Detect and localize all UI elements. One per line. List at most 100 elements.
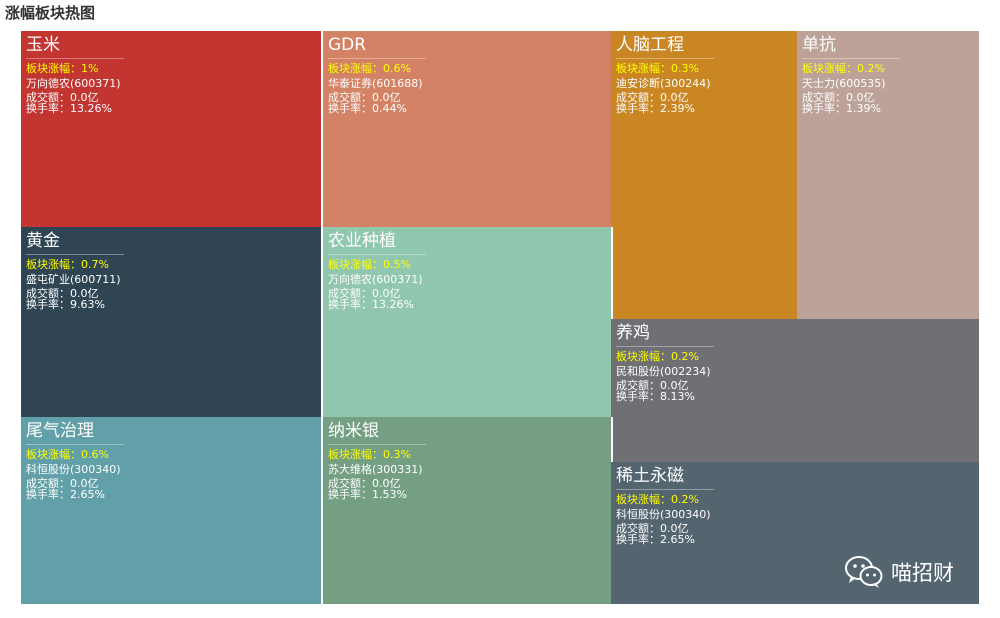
treemap-tile[interactable]: 单抗板块涨幅：0.2% 天士力(600535) 成交额：0.0亿 换手率：1.39% <box>797 31 981 321</box>
volume-label: 成交额： <box>802 91 846 104</box>
treemap-tile[interactable]: 农业种植板块涨幅：0.5% 万向德农(600371) 成交额：0.0亿 换手率：13.… <box>323 227 613 419</box>
leading-stock: 民和股份(002234) <box>616 365 711 378</box>
treemap-tile[interactable]: 纳米银板块涨幅：0.3% 苏大维格(300331) 成交额：0.0亿 换手率：1.53… <box>323 417 613 606</box>
sector-name: 玉米 <box>26 35 60 55</box>
volume-label: 成交额： <box>328 91 372 104</box>
sector-name: 人脑工程 <box>616 35 684 55</box>
volume-label: 成交额： <box>616 379 660 392</box>
volume-row: 成交额：0.0亿 <box>328 92 423 103</box>
volume-value: 0.0亿 <box>660 379 689 392</box>
volume-label: 成交额： <box>328 287 372 300</box>
turnover-row: 换手率：2.65% <box>26 489 121 500</box>
change-label: 板块涨幅： <box>328 258 383 271</box>
turnover-label: 换手率： <box>26 298 70 311</box>
volume-row: 成交额：0.0亿 <box>26 288 121 299</box>
treemap-tile[interactable]: 玉米 板块涨幅：1% 万向德农(600371) 成交额：0.0亿 换手率：13.26% <box>21 31 323 229</box>
divider <box>328 444 426 445</box>
treemap-tile[interactable]: 人脑工程 板块涨幅：0.3% 迪安诊断(300244) 成交额：0.0亿 换手率：2.3… <box>611 31 799 321</box>
turnover-row: 换手率：1.53% <box>328 489 423 500</box>
divider <box>802 58 900 59</box>
change-value: 0.2% <box>857 62 885 75</box>
change-label: 板块涨幅： <box>616 350 671 363</box>
sector-info: 板块涨幅：0.7% 盛屯矿业(600711) 成交额：0.0亿 换手率：9.63% <box>26 258 121 310</box>
volume-row: 成交额：0.0亿 <box>26 92 121 103</box>
leading-stock: 万向德农(600371) <box>328 273 423 286</box>
volume-label: 成交额： <box>328 477 372 490</box>
sector-change: 板块涨幅：0.3% <box>328 448 423 461</box>
turnover-label: 换手率： <box>26 488 70 501</box>
sector-name: 尾气治理 <box>26 421 94 441</box>
turnover-row: 换手率：9.63% <box>26 299 121 310</box>
change-label: 板块涨幅： <box>26 448 81 461</box>
sector-change: 板块涨幅：0.2% <box>616 493 711 506</box>
leading-stock: 苏大维格(300331) <box>328 463 423 476</box>
sector-info: 板块涨幅：1% 万向德农(600371) 成交额：0.0亿 换手率：13.26% <box>26 62 121 114</box>
turnover-row: 换手率：2.39% <box>616 103 711 114</box>
divider <box>616 489 714 490</box>
sector-change: 板块涨幅：0.7% <box>26 258 121 271</box>
turnover-row: 换手率：13.26% <box>26 103 121 114</box>
sector-name: 农业种植 <box>328 231 396 251</box>
volume-value: 0.0亿 <box>372 477 401 490</box>
change-value: 0.2% <box>671 493 699 506</box>
volume-value: 0.0亿 <box>70 91 99 104</box>
turnover-value: 13.26% <box>70 102 112 115</box>
volume-value: 0.0亿 <box>660 91 689 104</box>
sector-info: 板块涨幅：0.2% 天士力(600535) 成交额：0.0亿 换手率：1.39% <box>802 62 886 114</box>
treemap-tile[interactable]: 黄金板块涨幅：0.7% 盛屯矿业(600711) 成交额：0.0亿 换手率：9.63% <box>21 227 323 419</box>
volume-label: 成交额： <box>616 522 660 535</box>
sector-change: 板块涨幅：0.6% <box>328 62 423 75</box>
turnover-value: 8.13% <box>660 390 695 403</box>
turnover-value: 1.39% <box>846 102 881 115</box>
sector-info: 板块涨幅：0.2% 科恒股份(300340) 成交额：0.0亿 换手率：2.65% <box>616 493 711 545</box>
treemap-tile[interactable]: GDR 板块涨幅：0.6% 华泰证券(601688) 成交额：0.0亿 换手率：0.44… <box>323 31 613 229</box>
change-label: 板块涨幅： <box>328 62 383 75</box>
volume-value: 0.0亿 <box>70 287 99 300</box>
volume-label: 成交额： <box>616 91 660 104</box>
change-value: 0.5% <box>383 258 411 271</box>
divider <box>328 254 426 255</box>
turnover-label: 换手率： <box>26 102 70 115</box>
page-title: 涨幅板块热图 <box>5 4 96 22</box>
watermark: 喵招财 <box>845 552 954 592</box>
sector-change: 板块涨幅：0.6% <box>26 448 121 461</box>
turnover-label: 换手率： <box>328 488 372 501</box>
volume-label: 成交额： <box>26 91 70 104</box>
change-label: 板块涨幅： <box>616 62 671 75</box>
divider <box>26 58 124 59</box>
volume-row: 成交额：0.0亿 <box>616 523 711 534</box>
volume-row: 成交额：0.0亿 <box>802 92 886 103</box>
sector-name: 养鸡 <box>616 323 650 343</box>
sector-change: 板块涨幅：0.2% <box>802 62 886 75</box>
volume-row: 成交额：0.0亿 <box>328 288 423 299</box>
sector-name: 单抗 <box>802 35 836 55</box>
turnover-value: 13.26% <box>372 298 414 311</box>
treemap-tile[interactable]: 稀土永磁 板块涨幅：0.2% 科恒股份(300340) 成交额：0.0亿 换手率：2.6… <box>611 462 981 606</box>
turnover-value: 9.63% <box>70 298 105 311</box>
divider <box>616 346 714 347</box>
volume-row: 成交额：0.0亿 <box>616 380 711 391</box>
treemap-tile[interactable]: 尾气治理板块涨幅：0.6% 科恒股份(300340) 成交额：0.0亿 换手率：2.6… <box>21 417 323 606</box>
watermark-text: 喵招财 <box>891 561 954 585</box>
sector-name: GDR <box>328 35 367 55</box>
turnover-label: 换手率： <box>328 298 372 311</box>
sector-info: 板块涨幅：0.6% 科恒股份(300340) 成交额：0.0亿 换手率：2.65% <box>26 448 121 500</box>
change-label: 板块涨幅： <box>26 258 81 271</box>
turnover-row: 换手率：0.44% <box>328 103 423 114</box>
turnover-row: 换手率：8.13% <box>616 391 711 402</box>
sector-change: 板块涨幅：0.3% <box>616 62 711 75</box>
change-value: 0.3% <box>671 62 699 75</box>
change-label: 板块涨幅： <box>616 493 671 506</box>
change-label: 板块涨幅： <box>802 62 857 75</box>
treemap-tile[interactable]: 养鸡 板块涨幅：0.2% 民和股份(002234) 成交额：0.0亿 换手率：8.13% <box>611 319 981 464</box>
divider <box>616 58 714 59</box>
sector-name: 纳米银 <box>328 421 379 441</box>
turnover-value: 0.44% <box>372 102 407 115</box>
divider <box>26 444 124 445</box>
sector-name: 黄金 <box>26 231 60 251</box>
leading-stock: 万向德农(600371) <box>26 77 121 90</box>
turnover-value: 2.39% <box>660 102 695 115</box>
sector-info: 板块涨幅：0.3% 苏大维格(300331) 成交额：0.0亿 换手率：1.53% <box>328 448 423 500</box>
sector-info: 板块涨幅：0.2% 民和股份(002234) 成交额：0.0亿 换手率：8.13% <box>616 350 711 402</box>
volume-label: 成交额： <box>26 477 70 490</box>
